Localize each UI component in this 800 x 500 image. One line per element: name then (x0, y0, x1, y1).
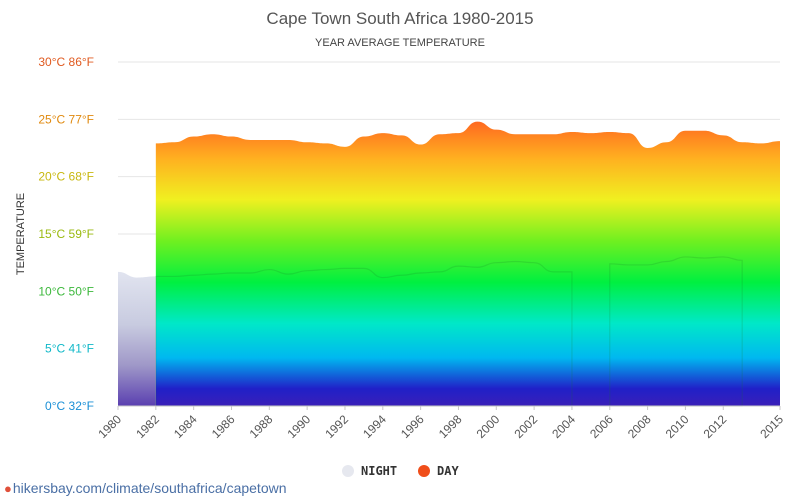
y-tick-label: 20°C 68°F (38, 170, 94, 184)
day-area (155, 121, 781, 407)
night-area (609, 256, 743, 407)
x-tick-label: 2000 (474, 412, 503, 441)
x-tick-label: 1994 (360, 412, 389, 441)
x-tick-label: 1992 (322, 412, 351, 441)
x-tick-label: 2008 (625, 412, 654, 441)
y-axis-label: TEMPERATURE (15, 193, 27, 275)
source-url: hikersbay.com/climate/southafrica/capeto… (12, 480, 287, 496)
x-tick-label: 2010 (663, 412, 692, 441)
legend-marker-day (418, 465, 430, 477)
legend-marker-night (342, 465, 354, 477)
legend: NIGHT DAY (342, 464, 459, 478)
x-tick-label: 1986 (209, 412, 238, 441)
legend-label-night: NIGHT (361, 464, 397, 478)
y-tick-label: 30°C 86°F (38, 55, 94, 69)
x-tick-label: 1988 (247, 412, 276, 441)
x-axis-ticks: 1980 1982 1984 1986 1988 1990 1992 1994 1996 1998… (95, 406, 786, 441)
night-area (118, 271, 156, 406)
source-link[interactable]: ● hikersbay.com/climate/southafrica/cape… (4, 480, 287, 496)
map-pin-icon: ● (4, 480, 12, 496)
y-tick-label: 5°C 41°F (45, 342, 94, 356)
y-tick-label: 0°C 32°F (45, 399, 94, 413)
y-tick-label: 10°C 50°F (38, 284, 94, 298)
y-tick-label: 25°C 77°F (38, 112, 94, 126)
x-tick-label: 1998 (436, 412, 465, 441)
x-tick-label: 2015 (757, 412, 786, 441)
x-tick-label: 2002 (511, 412, 540, 441)
x-tick-label: 1982 (133, 412, 162, 441)
legend-label-day: DAY (437, 464, 459, 478)
legend-item-night[interactable]: NIGHT (342, 464, 397, 478)
x-tick-label: 1996 (398, 412, 427, 441)
chart-title: Cape Town South Africa 1980-2015 (266, 9, 533, 28)
x-tick-label: 2004 (549, 412, 578, 441)
y-axis-ticks: 0°C 32°F 5°C 41°F 10°C 50°F 15°C 59°F 20°C 6… (38, 55, 94, 413)
night-area (155, 260, 573, 407)
x-tick-label: 2006 (587, 412, 616, 441)
chart-subtitle: YEAR AVERAGE TEMPERATURE (315, 37, 485, 49)
x-tick-label: 1990 (284, 412, 313, 441)
legend-item-day[interactable]: DAY (418, 464, 459, 478)
x-tick-label: 1984 (171, 412, 200, 441)
y-tick-label: 15°C 59°F (38, 227, 94, 241)
x-tick-label: 1980 (95, 412, 124, 441)
x-tick-label: 2012 (701, 412, 730, 441)
plot-areas (118, 121, 781, 407)
